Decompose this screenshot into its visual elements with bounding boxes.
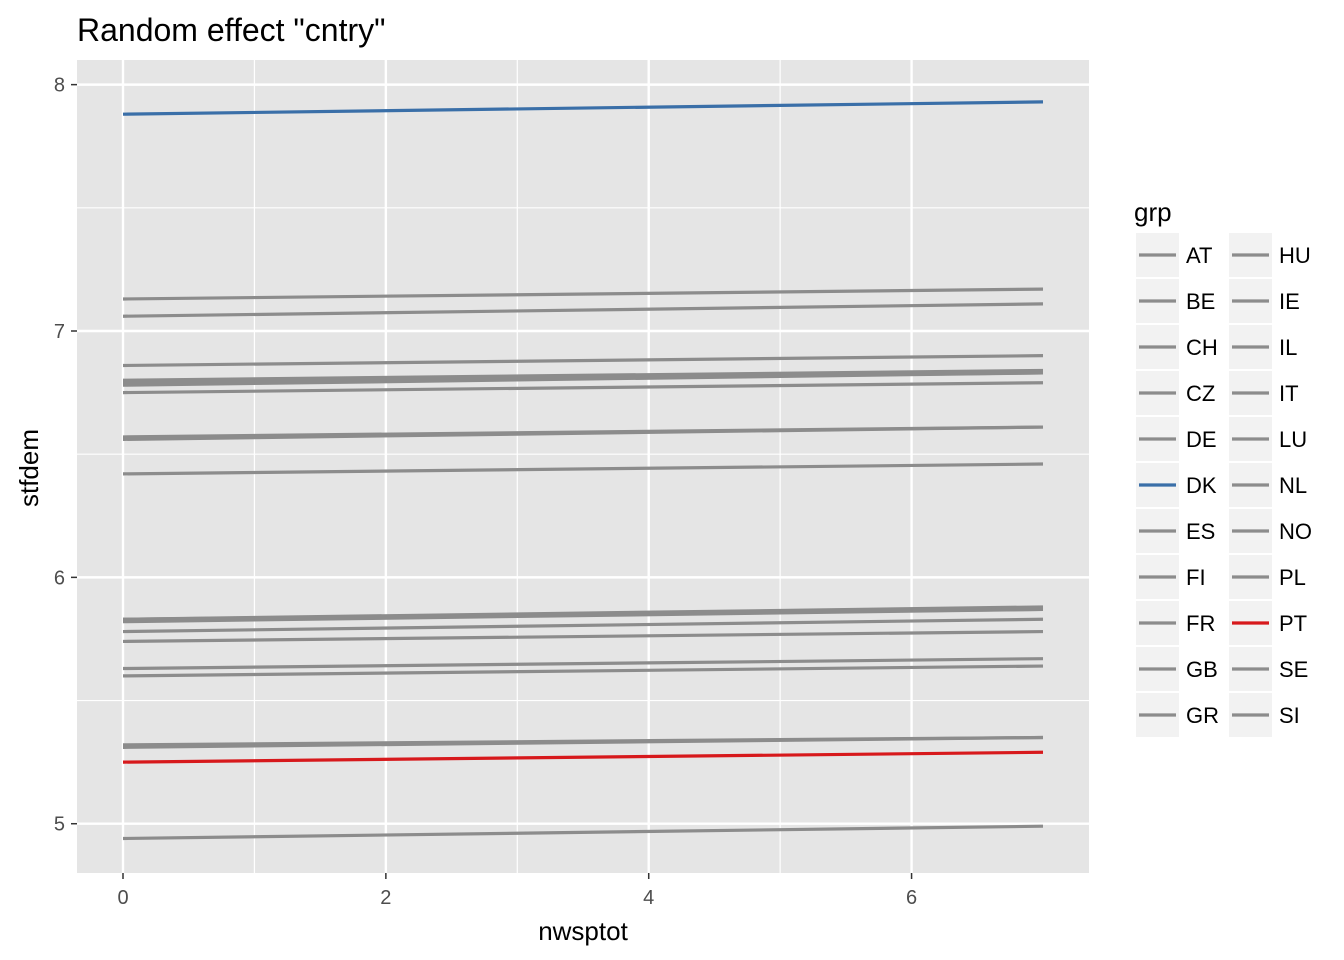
x-axis: 0 2 4 6 — [117, 873, 917, 909]
legend-item-be: BE — [1136, 279, 1215, 323]
legend-label: CZ — [1186, 381, 1215, 406]
series-line-ch — [122, 287, 1044, 301]
x-tick-label: 6 — [906, 887, 917, 909]
legend-title: grp — [1134, 197, 1172, 227]
x-axis-title: nwsptot — [538, 916, 628, 946]
legend-label: LU — [1279, 427, 1307, 452]
legend-label: IT — [1279, 381, 1299, 406]
series-line-nl — [122, 425, 1044, 439]
legend-item-fr: FR — [1136, 601, 1215, 645]
legend-label: AT — [1186, 243, 1212, 268]
legend-item-no: NO — [1229, 509, 1312, 553]
series-line-no — [122, 302, 1044, 318]
legend-item-se: SE — [1229, 647, 1308, 691]
legend-item-il: IL — [1229, 325, 1297, 369]
legend-item-pl: PL — [1229, 555, 1306, 599]
legend-item-fi: FI — [1136, 555, 1206, 599]
legend-item-nl: NL — [1229, 463, 1307, 507]
legend-item-it: IT — [1229, 371, 1299, 415]
legend-item-hu: HU — [1229, 233, 1311, 277]
series-line-si — [122, 381, 1044, 395]
legend-item-lu: LU — [1229, 417, 1307, 461]
legend-label: NL — [1279, 473, 1307, 498]
legend-label: DE — [1186, 427, 1217, 452]
chart-title: Random effect "cntry" — [77, 12, 385, 48]
legend-item-ch: CH — [1136, 325, 1218, 369]
x-tick-label: 2 — [380, 887, 391, 909]
series-line-it — [122, 607, 1044, 621]
legend-item-gr: GR — [1136, 693, 1219, 737]
legend-item-ie: IE — [1229, 279, 1300, 323]
y-tick-label: 7 — [54, 321, 65, 343]
x-tick-label: 0 — [117, 887, 128, 909]
legend-item-es: ES — [1136, 509, 1215, 553]
series-line-gr — [122, 824, 1044, 841]
legend-label: PT — [1279, 611, 1307, 636]
legend-label: IL — [1279, 335, 1297, 360]
legend-label: NO — [1279, 519, 1312, 544]
legend-label: GB — [1186, 657, 1218, 682]
y-tick-label: 5 — [54, 814, 65, 836]
legend-label: ES — [1186, 519, 1215, 544]
series-lines — [122, 100, 1044, 841]
series-line-fi — [122, 354, 1044, 368]
legend-label: FR — [1186, 611, 1215, 636]
legend: grp AT BE CH CZ DE DK ES FI FR GB GR HU IE IL IT LU NL NO… — [1134, 197, 1312, 737]
legend-item-gb: GB — [1136, 647, 1218, 691]
series-line-pl — [122, 735, 1044, 747]
series-line-il — [122, 462, 1044, 476]
legend-items: AT BE CH CZ DE DK ES FI FR GB GR HU IE IL IT LU NL NO PL PT… — [1136, 233, 1312, 737]
y-tick-label: 6 — [54, 567, 65, 589]
y-tick-label: 8 — [54, 75, 65, 97]
series-line-be — [122, 617, 1044, 634]
series-line-pt — [122, 750, 1044, 764]
series-line-hu — [122, 657, 1044, 671]
legend-label: SI — [1279, 703, 1300, 728]
series-line-cz — [122, 664, 1044, 678]
legend-item-si: SI — [1229, 693, 1300, 737]
legend-item-cz: CZ — [1136, 371, 1215, 415]
legend-label: GR — [1186, 703, 1219, 728]
series-line-dk — [122, 100, 1044, 116]
legend-label: PL — [1279, 565, 1306, 590]
x-tick-label: 4 — [643, 887, 654, 909]
legend-item-at: AT — [1136, 233, 1212, 277]
legend-label: IE — [1279, 289, 1300, 314]
legend-label: DK — [1186, 473, 1217, 498]
legend-item-pt: PT — [1229, 601, 1307, 645]
series-line-se — [122, 371, 1044, 385]
y-axis: 5 6 7 8 — [54, 75, 77, 836]
series-line-es — [122, 629, 1044, 644]
legend-item-de: DE — [1136, 417, 1217, 461]
series-line-at — [122, 368, 1044, 382]
legend-label: SE — [1279, 657, 1308, 682]
y-axis-title: stfdem — [14, 429, 44, 507]
legend-label: HU — [1279, 243, 1311, 268]
legend-item-dk: DK — [1136, 463, 1217, 507]
legend-label: BE — [1186, 289, 1215, 314]
legend-label: FI — [1186, 565, 1206, 590]
legend-label: CH — [1186, 335, 1218, 360]
